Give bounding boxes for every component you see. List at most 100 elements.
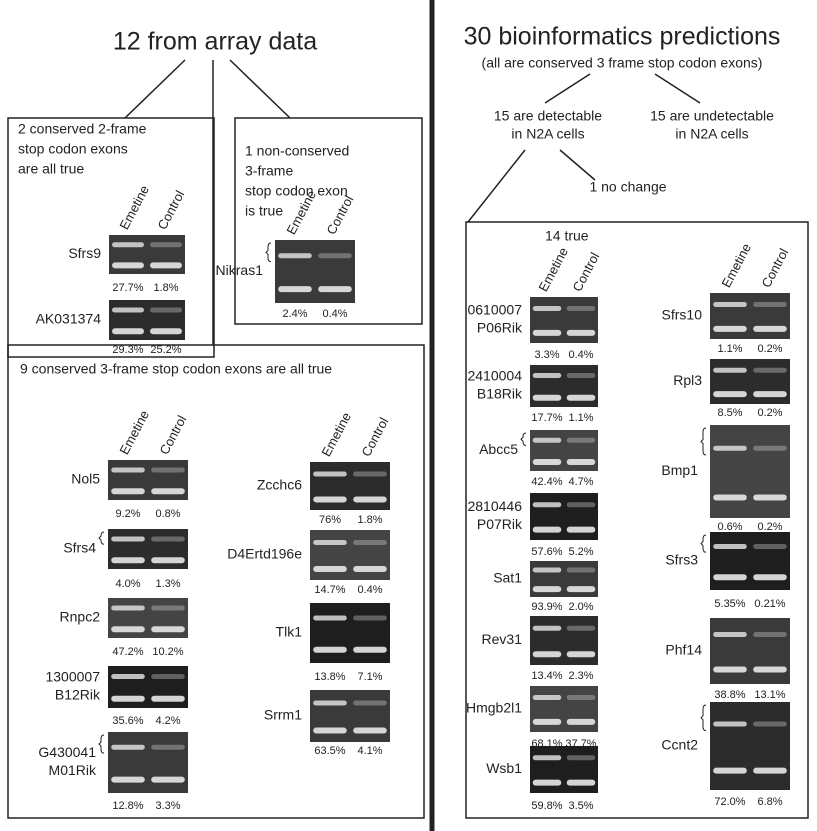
band bbox=[753, 302, 787, 307]
band bbox=[111, 488, 145, 494]
percentage: 5.35% bbox=[714, 598, 745, 610]
band bbox=[151, 696, 185, 702]
band bbox=[567, 719, 596, 725]
percentage: 2.3% bbox=[568, 670, 593, 682]
gene-label: B12Rik bbox=[55, 687, 101, 703]
percentage: 0.2% bbox=[757, 407, 782, 419]
band bbox=[112, 262, 144, 268]
band bbox=[533, 719, 562, 725]
band bbox=[150, 308, 182, 313]
lane-label: Emetine bbox=[318, 410, 354, 459]
band bbox=[713, 302, 747, 307]
caption: 1 non-conserved bbox=[245, 143, 349, 159]
gel bbox=[310, 690, 390, 742]
percentage: 72.0% bbox=[714, 796, 745, 808]
band bbox=[313, 647, 347, 653]
percentage: 0.21% bbox=[754, 598, 785, 610]
percentage: 25.2% bbox=[150, 344, 181, 356]
branch: 1 no change bbox=[589, 179, 666, 195]
band bbox=[150, 242, 182, 247]
band bbox=[567, 502, 596, 507]
percentage: 0.2% bbox=[757, 343, 782, 355]
brace bbox=[701, 705, 706, 731]
band bbox=[753, 574, 787, 580]
band bbox=[111, 626, 145, 632]
band bbox=[533, 626, 562, 631]
percentage: 4.1% bbox=[357, 745, 382, 757]
percentage: 0.4% bbox=[357, 584, 382, 596]
band bbox=[111, 557, 145, 563]
band bbox=[567, 306, 596, 311]
percentage: 35.6% bbox=[112, 715, 143, 727]
band bbox=[533, 373, 562, 378]
connector bbox=[230, 60, 290, 118]
gene-label: Wsb1 bbox=[486, 760, 522, 776]
gel bbox=[710, 359, 790, 404]
percentage: 63.5% bbox=[314, 745, 345, 757]
band bbox=[713, 446, 747, 451]
percentage: 9.2% bbox=[115, 508, 140, 520]
gene-label: Sfrs9 bbox=[68, 245, 101, 261]
band bbox=[151, 626, 185, 632]
band bbox=[753, 722, 787, 727]
band bbox=[111, 674, 145, 679]
band bbox=[353, 496, 387, 502]
gel bbox=[530, 746, 598, 793]
band bbox=[567, 651, 596, 657]
gel bbox=[310, 603, 390, 663]
gel bbox=[710, 425, 790, 518]
band bbox=[112, 308, 144, 313]
subtitle: (all are conserved 3 frame stop codon ex… bbox=[482, 55, 763, 71]
percentage: 0.2% bbox=[757, 521, 782, 533]
gene-label: B18Rik bbox=[477, 386, 523, 402]
lane-label: Control bbox=[358, 415, 391, 459]
brace bbox=[701, 428, 706, 455]
percentage: 76% bbox=[319, 514, 341, 526]
gel bbox=[710, 293, 790, 339]
band bbox=[533, 395, 562, 401]
gene-label: Hmgb2l1 bbox=[466, 700, 522, 716]
lane-label: Emetine bbox=[535, 245, 571, 294]
band bbox=[567, 695, 596, 700]
connector bbox=[545, 74, 590, 103]
band bbox=[533, 780, 562, 786]
branch: in N2A cells bbox=[675, 126, 748, 142]
band bbox=[151, 557, 185, 563]
percentage: 1.8% bbox=[153, 282, 178, 294]
band bbox=[151, 674, 185, 679]
percentage: 6.8% bbox=[757, 796, 782, 808]
brace bbox=[99, 735, 104, 753]
band bbox=[533, 586, 562, 592]
percentage: 12.8% bbox=[112, 800, 143, 812]
band bbox=[567, 586, 596, 592]
percentage: 3.3% bbox=[534, 349, 559, 361]
band bbox=[713, 391, 747, 397]
band bbox=[533, 651, 562, 657]
band bbox=[533, 502, 562, 507]
band bbox=[533, 438, 562, 443]
percentage: 7.1% bbox=[357, 671, 382, 683]
gene-label: Phf14 bbox=[665, 642, 702, 658]
lane-label: Control bbox=[154, 188, 187, 232]
percentage: 17.7% bbox=[531, 412, 562, 424]
band bbox=[353, 728, 387, 734]
band bbox=[567, 755, 596, 760]
connector bbox=[560, 150, 595, 180]
percentage: 1.1% bbox=[717, 343, 742, 355]
percentage: 27.7% bbox=[112, 282, 143, 294]
gene-label: Nol5 bbox=[71, 471, 100, 487]
connector bbox=[468, 150, 525, 222]
gene-label: Rev31 bbox=[482, 631, 523, 647]
percentage: 14.7% bbox=[314, 584, 345, 596]
band bbox=[533, 755, 562, 760]
band bbox=[151, 745, 185, 750]
caption: stop codon exons bbox=[18, 141, 128, 157]
gene-label: Ccnt2 bbox=[661, 737, 698, 753]
percentage: 4.0% bbox=[115, 578, 140, 590]
percentage: 4.7% bbox=[568, 476, 593, 488]
lane-label: Control bbox=[758, 246, 791, 290]
caption: 3-frame bbox=[245, 163, 293, 179]
gene-label: Bmp1 bbox=[661, 462, 698, 478]
gel bbox=[710, 618, 790, 684]
gene-label: Sfrs10 bbox=[662, 307, 703, 323]
